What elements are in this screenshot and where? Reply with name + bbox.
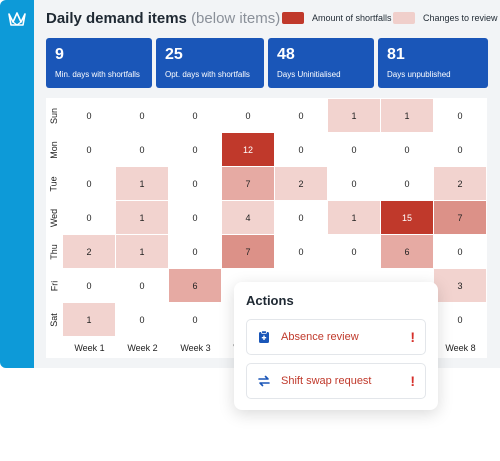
heatmap-cell[interactable]: 0 — [169, 167, 221, 200]
legend-label-shortfalls: Amount of shortfalls — [312, 13, 392, 23]
heatmap-cell[interactable]: 0 — [328, 235, 380, 268]
sidebar — [0, 0, 34, 368]
swap-icon — [258, 375, 270, 387]
heatmap-cell[interactable]: 0 — [328, 133, 380, 166]
heatmap-cell[interactable]: 0 — [63, 201, 115, 234]
kpi-card-min-shortfalls[interactable]: 9 Min. days with shortfalls — [46, 38, 152, 88]
kpi-label: Min. days with shortfalls — [55, 70, 140, 79]
heatmap-cell[interactable]: 0 — [169, 235, 221, 268]
row-label-sun: Sun — [49, 107, 60, 125]
page-title: Daily demand items (below items) — [46, 10, 280, 27]
heatmap-cell[interactable]: 2 — [434, 167, 486, 200]
heatmap-cell[interactable]: 15 — [381, 201, 433, 234]
heatmap-cell[interactable]: 0 — [63, 269, 115, 302]
heatmap-cell[interactable]: 0 — [63, 99, 115, 132]
heatmap-cell[interactable]: 1 — [63, 303, 115, 336]
heatmap-cell[interactable]: 0 — [63, 133, 115, 166]
kpi-value: 48 — [277, 46, 295, 63]
heatmap-cell[interactable]: 7 — [222, 235, 274, 268]
heatmap-cell[interactable]: 0 — [169, 303, 221, 336]
column-label-week: Week 2 — [127, 343, 158, 353]
legend-label-changes: Changes to review — [423, 13, 498, 23]
row-label-sat: Sat — [48, 313, 59, 327]
title-text: Daily demand items — [46, 10, 187, 27]
heatmap-cell[interactable]: 4 — [222, 201, 274, 234]
title-subtitle: (below items) — [191, 10, 281, 27]
column-label-week: Week 1 — [74, 343, 105, 353]
alert-icon: ! — [410, 329, 415, 345]
heatmap-cell[interactable]: 0 — [116, 269, 168, 302]
heatmap-cell[interactable]: 0 — [116, 99, 168, 132]
heatmap-cell[interactable]: 0 — [381, 133, 433, 166]
shift-swap-request-label: Shift swap request — [281, 375, 372, 387]
heatmap-cell[interactable]: 0 — [275, 99, 327, 132]
heatmap-cell[interactable]: 0 — [434, 303, 486, 336]
heatmap-cell[interactable]: 0 — [328, 167, 380, 200]
kpi-value: 81 — [387, 46, 405, 63]
heatmap-cell[interactable]: 0 — [434, 235, 486, 268]
heatmap-cell[interactable]: 3 — [434, 269, 486, 302]
actions-card: Actions Absence review ! Shift swap requ… — [234, 282, 438, 410]
column-label-week: Week 8 — [445, 343, 476, 353]
heatmap-cell[interactable]: 0 — [169, 133, 221, 166]
heatmap-cell[interactable]: 1 — [328, 201, 380, 234]
shift-swap-request-button[interactable]: Shift swap request ! — [246, 363, 426, 399]
absence-review-button[interactable]: Absence review ! — [246, 319, 426, 355]
heatmap-cell[interactable]: 0 — [116, 133, 168, 166]
kpi-card-opt-shortfalls[interactable]: 25 Opt. days with shortfalls — [156, 38, 264, 88]
heatmap-cell[interactable]: 1 — [116, 235, 168, 268]
legend-swatch-changes — [393, 12, 415, 24]
row-label-fri: Fri — [49, 280, 59, 292]
column-label-week: Week 3 — [180, 343, 211, 353]
alert-icon: ! — [410, 373, 415, 389]
heatmap-cell[interactable]: 1 — [116, 201, 168, 234]
heatmap-cell[interactable]: 2 — [63, 235, 115, 268]
heatmap-cell[interactable]: 7 — [222, 167, 274, 200]
actions-title: Actions — [246, 293, 294, 308]
heatmap-cell[interactable]: 7 — [434, 201, 486, 234]
clipboard-icon — [259, 330, 269, 343]
heatmap-cell[interactable]: 6 — [381, 235, 433, 268]
heatmap-cell[interactable]: 0 — [63, 167, 115, 200]
crown-logo-icon[interactable] — [7, 9, 27, 29]
row-label-mon: Mon — [49, 141, 60, 159]
row-label-wed: Wed — [49, 208, 59, 228]
legend-shortfalls: Amount of shortfalls — [282, 12, 392, 24]
heatmap-cell[interactable]: 0 — [222, 99, 274, 132]
heatmap-cell[interactable]: 1 — [328, 99, 380, 132]
kpi-card-days-uninitialised[interactable]: 48 Days Uninitialised — [268, 38, 374, 88]
legend-swatch-shortfalls — [282, 12, 304, 24]
heatmap-cell[interactable]: 12 — [222, 133, 274, 166]
kpi-value: 9 — [55, 46, 64, 63]
heatmap-cell[interactable]: 0 — [434, 99, 486, 132]
kpi-label: Days Uninitialised — [277, 70, 341, 79]
row-label-thu: Thu — [48, 244, 59, 260]
heatmap-cell[interactable]: 0 — [275, 133, 327, 166]
heatmap-cell[interactable]: 0 — [434, 133, 486, 166]
heatmap-cell[interactable]: 0 — [275, 235, 327, 268]
absence-review-label: Absence review — [281, 331, 359, 343]
kpi-value: 25 — [165, 46, 183, 63]
heatmap-cell[interactable]: 0 — [116, 303, 168, 336]
heatmap-cell[interactable]: 0 — [381, 167, 433, 200]
legend-changes: Changes to review — [393, 12, 498, 24]
kpi-card-days-unpublished[interactable]: 81 Days unpublished — [378, 38, 488, 88]
heatmap-cell[interactable]: 1 — [381, 99, 433, 132]
heatmap-cell[interactable]: 1 — [116, 167, 168, 200]
heatmap-cell[interactable]: 0 — [169, 201, 221, 234]
heatmap-cell[interactable]: 2 — [275, 167, 327, 200]
kpi-label: Days unpublished — [387, 70, 451, 79]
heatmap-cell[interactable]: 0 — [275, 201, 327, 234]
kpi-label: Opt. days with shortfalls — [165, 70, 250, 79]
row-label-tue: Tue — [49, 176, 59, 192]
heatmap-cell[interactable]: 0 — [169, 99, 221, 132]
heatmap-cell[interactable]: 6 — [169, 269, 221, 302]
